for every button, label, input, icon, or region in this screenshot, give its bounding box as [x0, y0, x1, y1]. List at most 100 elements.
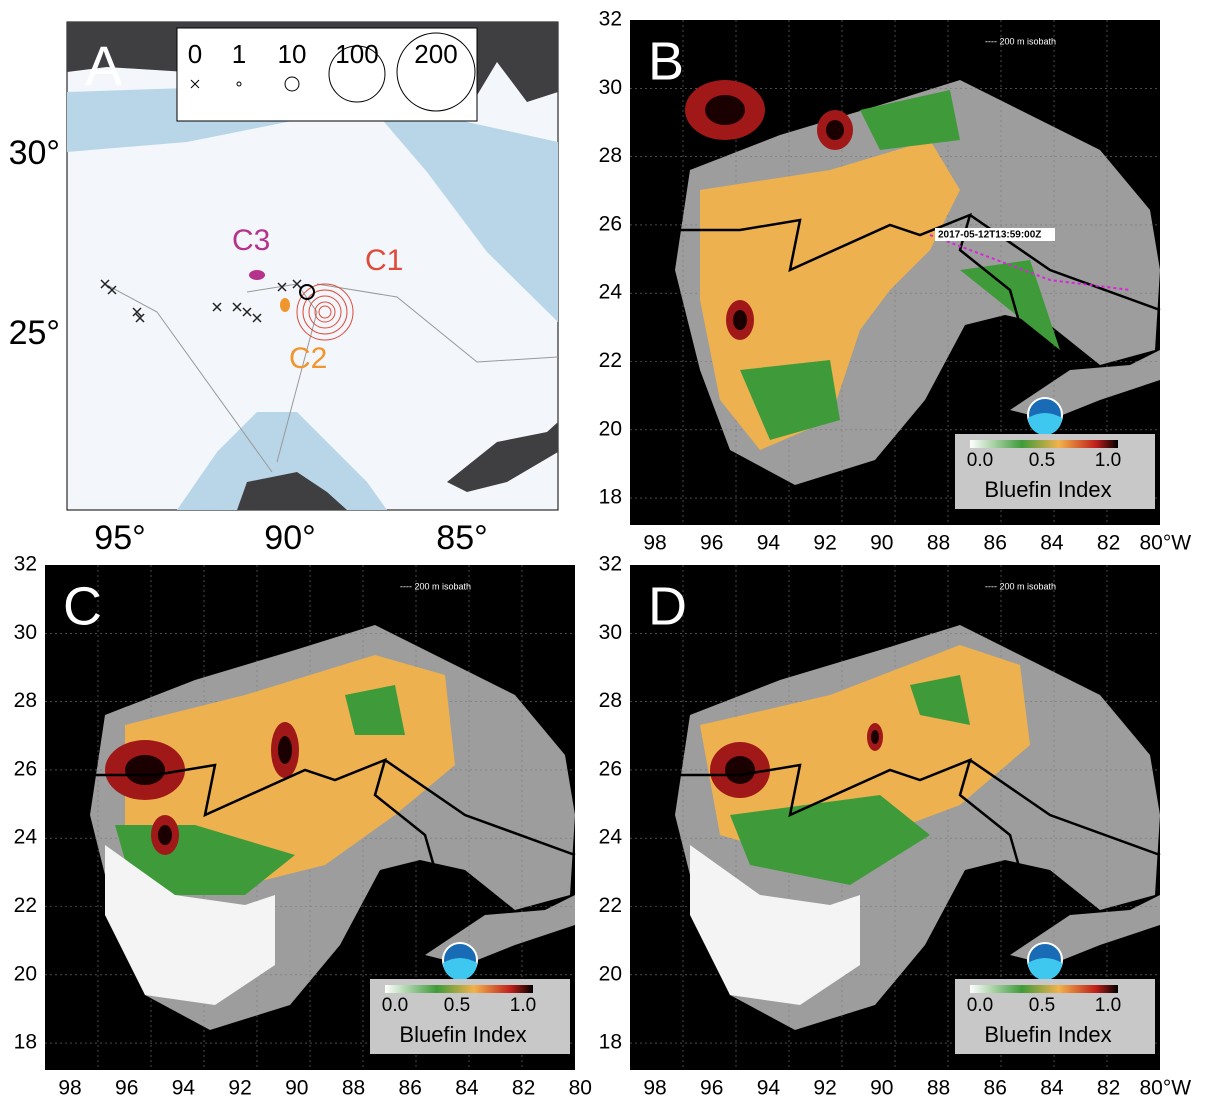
panel-c: ---- 200 m isobath C 0.0 0.5 1.0 Bluefin Inde…: [45, 565, 575, 1070]
x-tick-label: 98: [643, 1077, 666, 1096]
x-tick-label: 96: [115, 1077, 138, 1096]
panel-label: D: [648, 576, 687, 636]
y-tick-label: 28: [599, 689, 622, 712]
colorbar-tick-label: 0.5: [1029, 450, 1055, 471]
colorbar-tick-label: 0.0: [967, 450, 993, 471]
x-tick-label: 94: [757, 532, 781, 555]
y-tick-label: 28: [14, 689, 37, 712]
x-tick-label: 98: [643, 532, 666, 555]
y-tick-label: 26: [599, 757, 622, 780]
x-tick-label: 82: [512, 1077, 535, 1096]
legend-label: 10: [278, 39, 307, 69]
colorbar-tick-label: 0.0: [382, 995, 408, 1016]
hotspot-core: [826, 120, 844, 140]
isobath-note: ---- 200 m isobath: [985, 581, 1056, 591]
x-tick-label: 86: [984, 532, 1007, 555]
y-tick-label: 24: [14, 826, 38, 849]
panel-label: B: [648, 31, 684, 91]
y-tick-label: 32: [14, 553, 37, 576]
legend-label: 200: [414, 39, 457, 69]
colorbar: [970, 985, 1118, 993]
colorbar-tick-label: 0.0: [967, 995, 993, 1016]
y-tick-label: 22: [599, 349, 622, 372]
y-tick-label: 22: [599, 894, 622, 917]
x-tick-label: 86: [984, 1077, 1007, 1096]
colorbar-tick-label: 0.5: [1029, 995, 1055, 1016]
y-tick-label: 18: [599, 486, 622, 509]
cluster-c3-mark: [249, 270, 265, 280]
hotspot-core: [733, 310, 747, 330]
y-tick-label: 24: [599, 826, 623, 849]
y-tick-label: 24: [599, 281, 623, 304]
y-tick-label: 18: [599, 1031, 622, 1054]
isobath-note: ---- 200 m isobath: [985, 36, 1056, 46]
x-tick-label: 90: [285, 1077, 308, 1096]
cluster-c2-mark: [280, 298, 290, 312]
y-tick-label: 30°: [9, 134, 60, 172]
x-tick-label: 88: [927, 1077, 950, 1096]
hotspot-core: [158, 825, 172, 845]
y-tick-label: 20: [599, 417, 622, 440]
x-tick-label: 92: [228, 1077, 251, 1096]
cluster-label: C3: [232, 224, 270, 257]
legend-label: 0: [188, 39, 202, 69]
cluster-label: C2: [289, 342, 327, 375]
panel-b: ---- 200 m isobathB2017-05-12T13:59:00Z0…: [630, 20, 1160, 525]
colorbar-tick-label: 1.0: [1095, 995, 1121, 1016]
x-tick-label: 94: [172, 1077, 196, 1096]
x-tick-label: 96: [700, 1077, 723, 1096]
colorbar-tick-label: 1.0: [510, 995, 536, 1016]
x-tick-label: 84: [1040, 532, 1064, 555]
y-tick-label: 25°: [9, 314, 60, 352]
x-tick-label: 80°W: [1140, 1077, 1192, 1096]
x-tick-label: 90: [870, 1077, 893, 1096]
x-tick-label: 84: [455, 1077, 479, 1096]
colorbar-tick-label: 0.5: [444, 995, 470, 1016]
colorbar-title: Bluefin Index: [399, 1022, 526, 1047]
hotspot-core: [725, 756, 755, 784]
x-tick-label: 92: [813, 1077, 836, 1096]
x-tick-label: 94: [757, 1077, 781, 1096]
y-tick-label: 32: [599, 8, 622, 31]
colorbar-title: Bluefin Index: [984, 477, 1111, 502]
y-tick-label: 18: [14, 1031, 37, 1054]
y-tick-label: 26: [14, 757, 37, 780]
panel-label: C: [63, 576, 102, 636]
x-tick-label: 90°: [264, 519, 315, 557]
x-tick-label: 96: [700, 532, 723, 555]
x-tick-label: 84: [1040, 1077, 1064, 1096]
colorbar-tick-label: 1.0: [1095, 450, 1121, 471]
panel-label: A: [85, 34, 123, 97]
colorbar: [970, 440, 1118, 448]
x-tick-label: 95°: [94, 519, 145, 557]
isobath-note: ---- 200 m isobath: [400, 581, 471, 591]
x-tick-label: 82: [1097, 1077, 1120, 1096]
y-tick-label: 32: [599, 553, 622, 576]
figure: 0110100200AC3C1C230°25°95°90°85°---- 200…: [0, 0, 1209, 1096]
x-tick-label: 98: [58, 1077, 81, 1096]
x-tick-label: 90: [870, 532, 893, 555]
cluster-label: C1: [365, 244, 403, 277]
hotspot-core: [125, 755, 165, 785]
hotspot-core: [278, 736, 292, 764]
x-tick-label: 80: [569, 1077, 592, 1096]
y-tick-label: 20: [599, 962, 622, 985]
x-tick-label: 88: [927, 532, 950, 555]
y-tick-label: 28: [599, 144, 622, 167]
y-tick-label: 26: [599, 212, 622, 235]
legend-label: 1: [232, 39, 246, 69]
y-tick-label: 30: [599, 76, 622, 99]
x-tick-label: 82: [1097, 532, 1120, 555]
y-tick-label: 22: [14, 894, 37, 917]
x-tick-label: 88: [342, 1077, 365, 1096]
y-tick-label: 30: [14, 621, 37, 644]
y-tick-label: 30: [599, 621, 622, 644]
x-tick-label: 92: [813, 532, 836, 555]
hotspot-core: [871, 730, 879, 744]
legend-label: 100: [335, 39, 378, 69]
hotspot-core: [705, 95, 745, 125]
panel-d: ---- 200 m isobathD0.00.51.0Bluefin Inde…: [630, 565, 1160, 1070]
colorbar: [385, 985, 533, 993]
x-tick-label: 80°W: [1140, 532, 1192, 555]
